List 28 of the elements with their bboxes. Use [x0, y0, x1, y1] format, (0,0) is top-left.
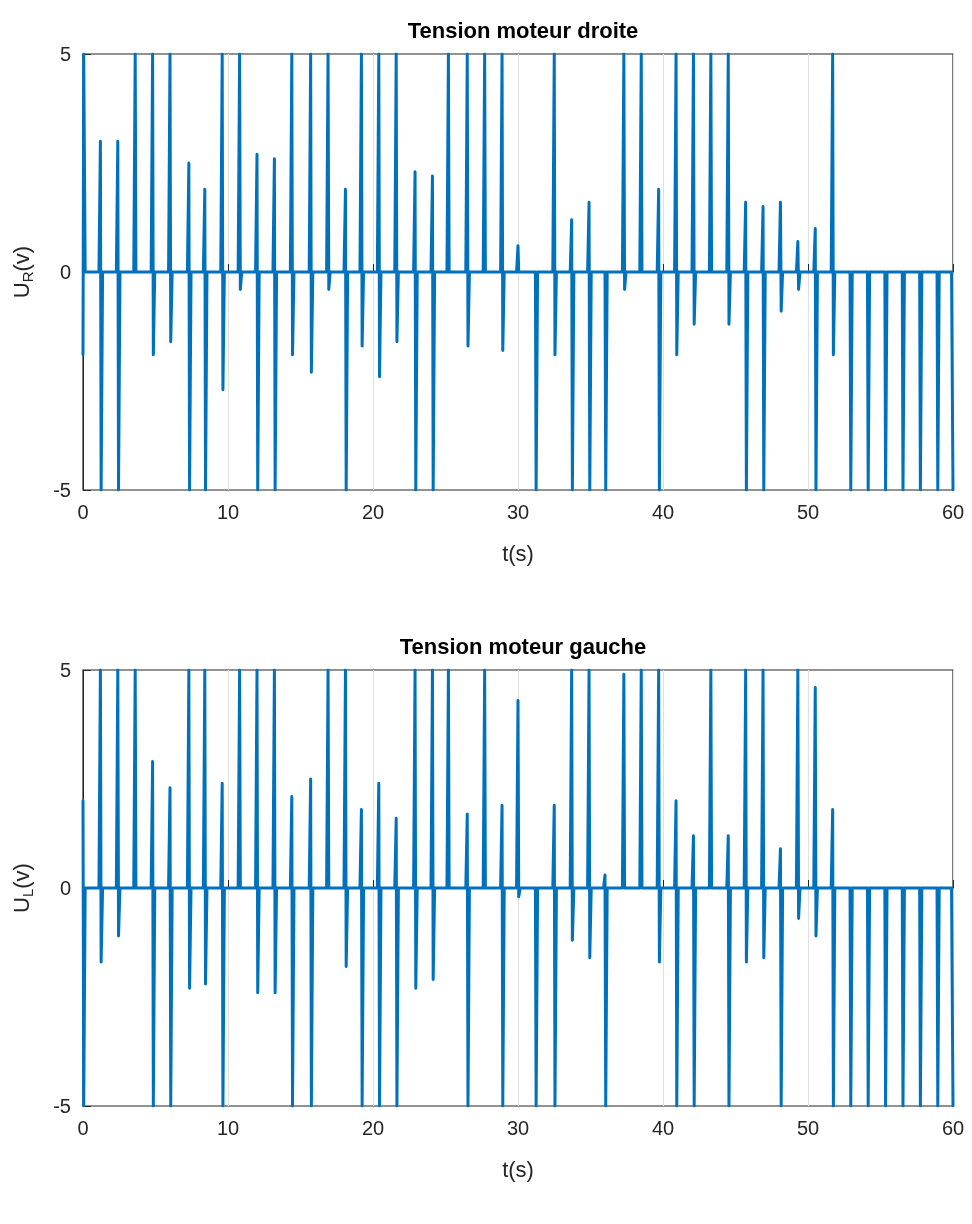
y-tick-label: 0 — [59, 877, 71, 899]
x-tick-label: 40 — [651, 501, 675, 523]
y-axis-title: UL(v) — [9, 863, 36, 913]
x-tick-label: 30 — [506, 501, 530, 523]
x-tick-label: 20 — [361, 501, 385, 523]
x-tick-label: 60 — [941, 501, 965, 523]
chart-title: Tension moteur droite — [407, 17, 639, 43]
x-tick-label: 20 — [361, 1117, 385, 1139]
y-tick-label: -5 — [53, 1095, 71, 1117]
x-tick-label: 60 — [941, 1117, 965, 1139]
line-series — [81, 668, 955, 1108]
x-tick-label: 10 — [216, 501, 240, 523]
x-tick-label: 50 — [796, 1117, 820, 1139]
y-tick-label: -5 — [53, 479, 71, 501]
y-tick-label: 5 — [59, 43, 71, 65]
x-axis-title: t(s) — [502, 1156, 534, 1182]
x-tick-label: 40 — [651, 1117, 675, 1139]
x-axis-title: t(s) — [502, 540, 534, 566]
x-tick-label: 30 — [506, 1117, 530, 1139]
y-tick-label: 0 — [59, 261, 71, 283]
x-tick-label: 0 — [77, 501, 89, 523]
line-series — [81, 52, 955, 492]
y-axis-title: UR(v) — [9, 245, 36, 299]
x-tick-label: 50 — [796, 501, 820, 523]
x-tick-label: 10 — [216, 1117, 240, 1139]
y-tick-label: 5 — [59, 659, 71, 681]
chart-title: Tension moteur gauche — [399, 633, 647, 659]
x-tick-label: 0 — [77, 1117, 89, 1139]
